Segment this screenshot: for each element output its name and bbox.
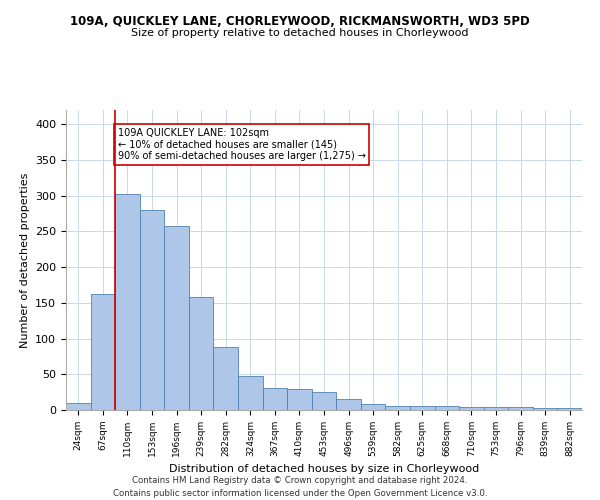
Bar: [459, 407, 484, 410]
Text: 109A, QUICKLEY LANE, CHORLEYWOOD, RICKMANSWORTH, WD3 5PD: 109A, QUICKLEY LANE, CHORLEYWOOD, RICKMA…: [70, 15, 530, 28]
Bar: [91, 294, 115, 410]
Bar: [66, 403, 91, 410]
Text: Contains HM Land Registry data © Crown copyright and database right 2024.
Contai: Contains HM Land Registry data © Crown c…: [113, 476, 487, 498]
Bar: [140, 210, 164, 410]
Bar: [385, 406, 410, 410]
Bar: [336, 400, 361, 410]
Bar: [533, 408, 557, 410]
Bar: [164, 226, 189, 410]
Bar: [214, 347, 238, 410]
Bar: [361, 404, 385, 410]
Bar: [557, 408, 582, 410]
Y-axis label: Number of detached properties: Number of detached properties: [20, 172, 29, 348]
Text: Size of property relative to detached houses in Chorleywood: Size of property relative to detached ho…: [131, 28, 469, 38]
Bar: [263, 388, 287, 410]
Bar: [410, 406, 434, 410]
Bar: [434, 406, 459, 410]
Bar: [508, 407, 533, 410]
Bar: [312, 392, 336, 410]
Bar: [189, 297, 214, 410]
Bar: [115, 194, 140, 410]
Text: 109A QUICKLEY LANE: 102sqm
← 10% of detached houses are smaller (145)
90% of sem: 109A QUICKLEY LANE: 102sqm ← 10% of deta…: [118, 128, 365, 161]
Bar: [484, 407, 508, 410]
Bar: [238, 376, 263, 410]
X-axis label: Distribution of detached houses by size in Chorleywood: Distribution of detached houses by size …: [169, 464, 479, 474]
Bar: [287, 388, 312, 410]
